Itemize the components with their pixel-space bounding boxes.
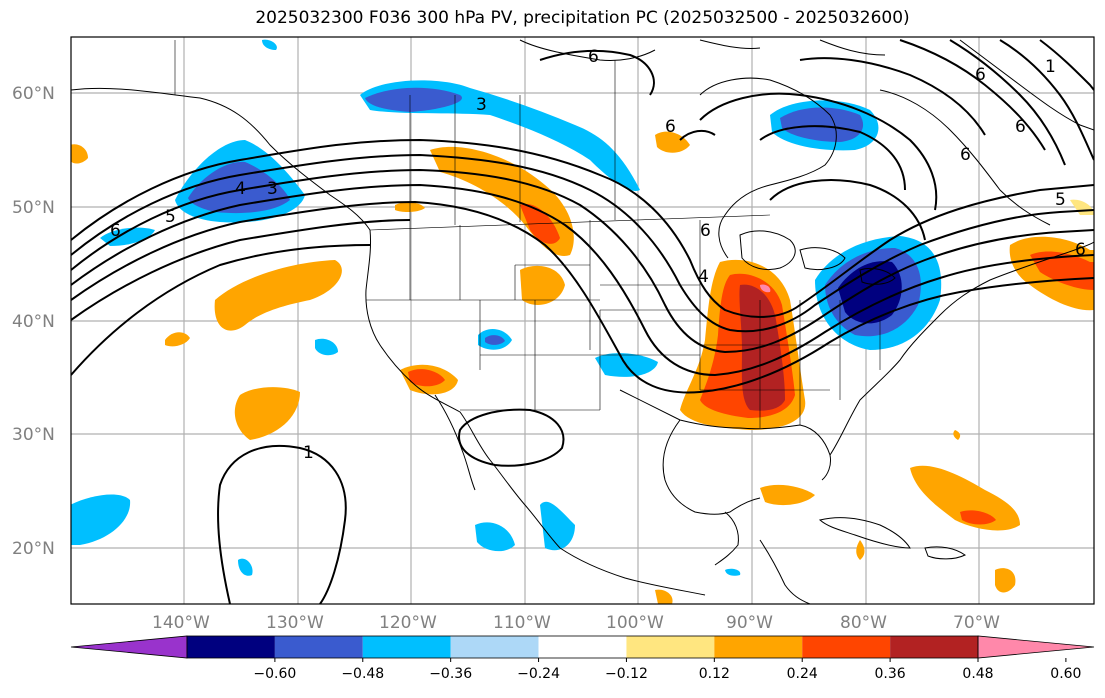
colorbar-tick-label: 0.24	[787, 666, 818, 682]
colorbar-segment	[802, 636, 891, 658]
lon-label: 90°W	[726, 613, 773, 633]
colorbar-segment	[890, 636, 978, 658]
contour-label: 5	[165, 207, 176, 227]
colorbar-tick-label: −0.48	[341, 666, 384, 682]
latitude-labels: 60°N 50°N 40°N 30°N 20°N	[12, 84, 55, 559]
colorbar-segment	[626, 636, 715, 658]
map-content: 3 4 3 5 6 6 6 6 6 6 5 1 1 6 6 4	[71, 37, 1094, 604]
lon-label: 70°W	[953, 613, 1000, 633]
colorbar-border	[186, 635, 979, 659]
contour-label: 3	[476, 95, 487, 115]
colorbar-segment	[274, 636, 363, 658]
colorbar-tick-label: −0.12	[605, 666, 648, 682]
longitude-labels: 140°W 130°W 120°W 110°W 100°W 90°W 80°W …	[152, 613, 1000, 633]
contour-label: 6	[960, 145, 971, 165]
colorbar-segment	[362, 636, 451, 658]
pv-contours	[71, 39, 1094, 604]
contour-label: 6	[1075, 240, 1086, 260]
colorbar-segment	[714, 636, 803, 658]
colorbar-extend-max	[977, 635, 1095, 659]
contour-label: 6	[975, 65, 986, 85]
contour-label: 4	[698, 267, 709, 287]
contour-label: 6	[588, 47, 599, 67]
contour-label: 1	[303, 443, 314, 463]
coastlines-borders	[71, 39, 1094, 604]
lat-label: 30°N	[12, 425, 55, 445]
colorbar: −0.60 −0.48 −0.36 −0.24 −0.12 0.12 0.24 0.36 0.4…	[70, 635, 1095, 682]
contour-label: 6	[700, 221, 711, 241]
lon-label: 140°W	[152, 613, 210, 633]
lon-label: 130°W	[266, 613, 324, 633]
map-frame	[70, 36, 1095, 605]
colorbar-tick-label: 0.48	[962, 666, 993, 682]
contour-label: 4	[235, 179, 246, 199]
contour-labels: 3 4 3 5 6 6 6 6 6 6 5 1 1 6 6 4	[110, 47, 1086, 463]
state-boundaries	[174, 40, 881, 428]
colorbar-tick-label: −0.60	[253, 666, 296, 682]
lat-label: 20°N	[12, 539, 55, 559]
lat-label: 60°N	[12, 84, 55, 104]
colorbar-segment	[538, 636, 627, 658]
colorbar-tick-label: −0.36	[429, 666, 472, 682]
contour-label: 6	[665, 117, 676, 137]
lon-label: 80°W	[840, 613, 887, 633]
colorbar-tick-label: 0.60	[1050, 666, 1081, 682]
lon-label: 120°W	[379, 613, 437, 633]
contour-label: 6	[110, 221, 121, 241]
colorbar-extend-min	[70, 635, 188, 659]
colorbar-tick-label: 0.36	[875, 666, 906, 682]
colorbar-segment	[187, 636, 275, 658]
colorbar-segment	[450, 636, 539, 658]
contour-label: 6	[1015, 117, 1026, 137]
colorbar-tick-label: −0.24	[517, 666, 560, 682]
contour-label: 1	[1045, 57, 1056, 77]
map-title: 2025032300 F036 300 hPa PV, precipitatio…	[255, 8, 910, 28]
lat-label: 40°N	[12, 312, 55, 332]
lat-label: 50°N	[12, 198, 55, 218]
colorbar-tick-label: 0.12	[699, 666, 730, 682]
contour-label: 3	[267, 179, 278, 199]
lon-label: 110°W	[493, 613, 551, 633]
contour-label: 5	[1055, 190, 1066, 210]
lon-label: 100°W	[606, 613, 664, 633]
